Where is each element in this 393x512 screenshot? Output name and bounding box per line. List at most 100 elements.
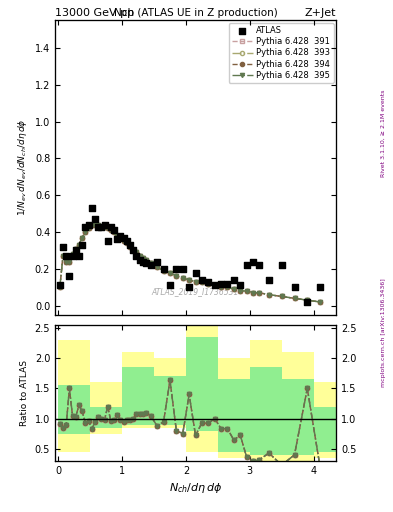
Line: Pythia 6.428  395: Pythia 6.428 395 <box>58 223 322 304</box>
ATLAS <box>279 261 285 269</box>
X-axis label: $N_{ch}/d\eta\,d\phi$: $N_{ch}/d\eta\,d\phi$ <box>169 481 222 495</box>
Pythia 6.428  393 <box>187 277 191 283</box>
ATLAS <box>160 265 167 273</box>
ATLAS <box>118 231 124 240</box>
Pythia 6.428  391 <box>318 299 322 305</box>
ATLAS <box>237 282 243 290</box>
Pythia 6.428  393 <box>318 299 322 305</box>
ATLAS <box>140 258 146 266</box>
Pythia 6.428  393 <box>112 229 116 235</box>
ATLAS <box>218 280 224 288</box>
Pythia 6.428  395 <box>206 281 211 287</box>
ATLAS <box>180 265 186 273</box>
Pythia 6.428  394 <box>108 227 113 233</box>
ATLAS <box>211 282 218 290</box>
ATLAS <box>291 283 298 291</box>
ATLAS <box>205 278 211 286</box>
ATLAS <box>256 261 263 269</box>
ATLAS <box>127 241 133 249</box>
ATLAS <box>121 233 127 242</box>
ATLAS <box>114 236 120 244</box>
ATLAS <box>154 258 160 266</box>
ATLAS <box>317 283 323 291</box>
Pythia 6.428  393 <box>57 284 62 290</box>
Pythia 6.428  395 <box>187 277 191 283</box>
ATLAS <box>143 259 149 267</box>
Pythia 6.428  391 <box>305 297 310 303</box>
Pythia 6.428  394 <box>206 281 211 287</box>
Pythia 6.428  391 <box>206 281 211 287</box>
ATLAS <box>98 222 105 230</box>
Pythia 6.428  394 <box>318 299 322 305</box>
ATLAS <box>193 268 199 276</box>
Pythia 6.428  391 <box>89 222 94 228</box>
Pythia 6.428  394 <box>57 284 62 290</box>
Pythia 6.428  394 <box>112 229 116 235</box>
ATLAS <box>76 252 82 260</box>
ATLAS <box>136 255 143 264</box>
ATLAS <box>63 252 69 260</box>
ATLAS <box>304 298 310 306</box>
Pythia 6.428  393 <box>96 222 101 228</box>
ATLAS <box>167 282 173 290</box>
Line: Pythia 6.428  393: Pythia 6.428 393 <box>58 223 322 304</box>
Pythia 6.428  391 <box>96 222 101 228</box>
ATLAS <box>244 261 250 269</box>
Pythia 6.428  394 <box>305 297 310 303</box>
Pythia 6.428  391 <box>108 227 113 233</box>
Line: Pythia 6.428  394: Pythia 6.428 394 <box>58 223 322 304</box>
ATLAS <box>82 222 88 230</box>
ATLAS <box>224 280 231 288</box>
ATLAS <box>186 283 192 291</box>
ATLAS <box>173 265 180 273</box>
Y-axis label: Ratio to ATLAS: Ratio to ATLAS <box>20 360 29 426</box>
Y-axis label: $1/N_{ev}\,dN_{ev}/dN_{ch}/d\eta\,d\phi$: $1/N_{ev}\,dN_{ev}/dN_{ch}/d\eta\,d\phi$ <box>16 119 29 217</box>
Pythia 6.428  395 <box>96 222 101 228</box>
ATLAS <box>130 246 136 254</box>
Text: ATLAS_2019_I1736531: ATLAS_2019_I1736531 <box>152 287 239 296</box>
Title: Nch (ATLAS UE in Z production): Nch (ATLAS UE in Z production) <box>114 8 277 18</box>
ATLAS <box>70 252 76 260</box>
ATLAS <box>105 237 111 245</box>
Pythia 6.428  391 <box>57 284 62 290</box>
Pythia 6.428  395 <box>89 222 94 228</box>
Pythia 6.428  394 <box>187 277 191 283</box>
ATLAS <box>95 222 101 230</box>
Pythia 6.428  393 <box>305 297 310 303</box>
Pythia 6.428  394 <box>96 222 101 228</box>
ATLAS <box>199 276 205 284</box>
ATLAS <box>79 241 85 249</box>
ATLAS <box>108 222 114 230</box>
Text: 13000 GeV pp: 13000 GeV pp <box>55 8 134 18</box>
Legend: ATLAS, Pythia 6.428  391, Pythia 6.428  393, Pythia 6.428  394, Pythia 6.428  39: ATLAS, Pythia 6.428 391, Pythia 6.428 39… <box>229 23 334 83</box>
ATLAS <box>101 221 108 229</box>
ATLAS <box>231 276 237 284</box>
Pythia 6.428  393 <box>108 227 113 233</box>
ATLAS <box>124 237 130 245</box>
Text: Rivet 3.1.10, ≥ 2.1M events: Rivet 3.1.10, ≥ 2.1M events <box>381 90 386 177</box>
ATLAS <box>111 226 117 234</box>
ATLAS <box>88 204 95 212</box>
Pythia 6.428  395 <box>112 229 116 235</box>
Pythia 6.428  395 <box>305 297 310 303</box>
Pythia 6.428  394 <box>89 222 94 228</box>
Pythia 6.428  393 <box>206 281 211 287</box>
Pythia 6.428  395 <box>318 299 322 305</box>
Text: Z+Jet: Z+Jet <box>305 8 336 18</box>
Pythia 6.428  395 <box>108 227 113 233</box>
ATLAS <box>73 246 79 254</box>
Pythia 6.428  393 <box>89 222 94 228</box>
ATLAS <box>85 221 92 229</box>
ATLAS <box>148 261 154 269</box>
Text: mcplots.cern.ch [arXiv:1306.3436]: mcplots.cern.ch [arXiv:1306.3436] <box>381 279 386 387</box>
ATLAS <box>250 258 256 266</box>
Pythia 6.428  391 <box>187 277 191 283</box>
ATLAS <box>57 282 63 290</box>
Line: Pythia 6.428  391: Pythia 6.428 391 <box>58 223 322 304</box>
ATLAS <box>66 272 73 281</box>
Pythia 6.428  391 <box>112 229 116 235</box>
ATLAS <box>266 276 272 284</box>
ATLAS <box>133 252 140 260</box>
ATLAS <box>60 243 66 251</box>
Pythia 6.428  395 <box>57 284 62 290</box>
